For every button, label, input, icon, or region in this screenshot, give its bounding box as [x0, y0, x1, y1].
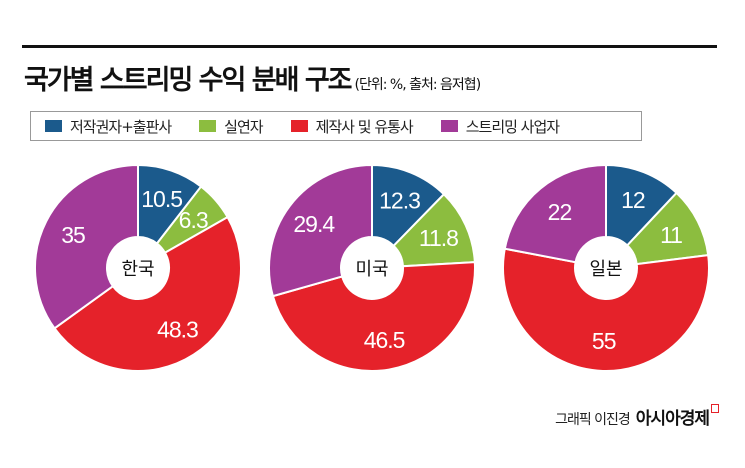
donut-slice: [268, 163, 373, 298]
donut-slice: [502, 247, 710, 372]
data-label: 29.4: [293, 211, 335, 237]
data-label: 55: [592, 328, 616, 354]
chart-title: 국가별 스트리밍 수익 분배 구조 (단위: %, 출처: 음저협): [24, 58, 482, 97]
legend-item: 스트리밍 사업자: [440, 116, 560, 137]
center-label: 미국: [355, 259, 388, 280]
data-label: 10.5: [141, 186, 182, 212]
data-label: 22: [548, 199, 572, 225]
data-label: 11.8: [419, 225, 458, 251]
data-label: 6.3: [179, 207, 208, 233]
legend-item: 제작사 및 유통사: [290, 116, 414, 137]
title-text: 국가별 스트리밍 수익 분배 구조: [24, 65, 353, 96]
donut-slice: [503, 163, 607, 264]
donut-slice: [53, 215, 242, 372]
chart-subtitle: (단위: %, 출처: 음저협): [354, 77, 482, 93]
credit-text: 그래픽 이진경: [555, 412, 631, 428]
data-label: 35: [61, 222, 85, 248]
donut-slice: [392, 192, 476, 268]
data-label: 46.5: [364, 327, 405, 353]
legend-swatch: [290, 120, 308, 132]
legend-swatch: [45, 120, 62, 132]
donut-slice: [271, 261, 476, 372]
legend: 저작권자+출판사 실연자 제작사 및 유통사 스트리밍 사업자: [30, 111, 642, 141]
data-label: 11: [660, 222, 682, 248]
brand-mark-icon: [711, 404, 719, 413]
top-rule: [22, 45, 717, 48]
legend-swatch: [199, 120, 217, 132]
legend-label: 실연자: [224, 117, 263, 136]
donut-slice: [34, 163, 139, 330]
legend-item: 실연자: [199, 116, 264, 137]
legend-item: 저작권자+출판사: [45, 116, 172, 137]
center-label: 일본: [589, 259, 622, 280]
legend-label: 스트리밍 사업자: [465, 117, 560, 136]
legend-label: 제작사 및 유통사: [315, 117, 414, 136]
data-label: 12.3: [379, 187, 420, 213]
data-label: 12: [621, 187, 645, 213]
legend-label: 저작권자+출판사: [70, 117, 172, 136]
credit: 그래픽 이진경 아시아경제: [555, 404, 719, 429]
data-label: 48.3: [157, 316, 198, 342]
center-label: 한국: [121, 259, 154, 280]
brand-logo: 아시아경제: [635, 409, 710, 429]
legend-swatch: [440, 120, 458, 132]
